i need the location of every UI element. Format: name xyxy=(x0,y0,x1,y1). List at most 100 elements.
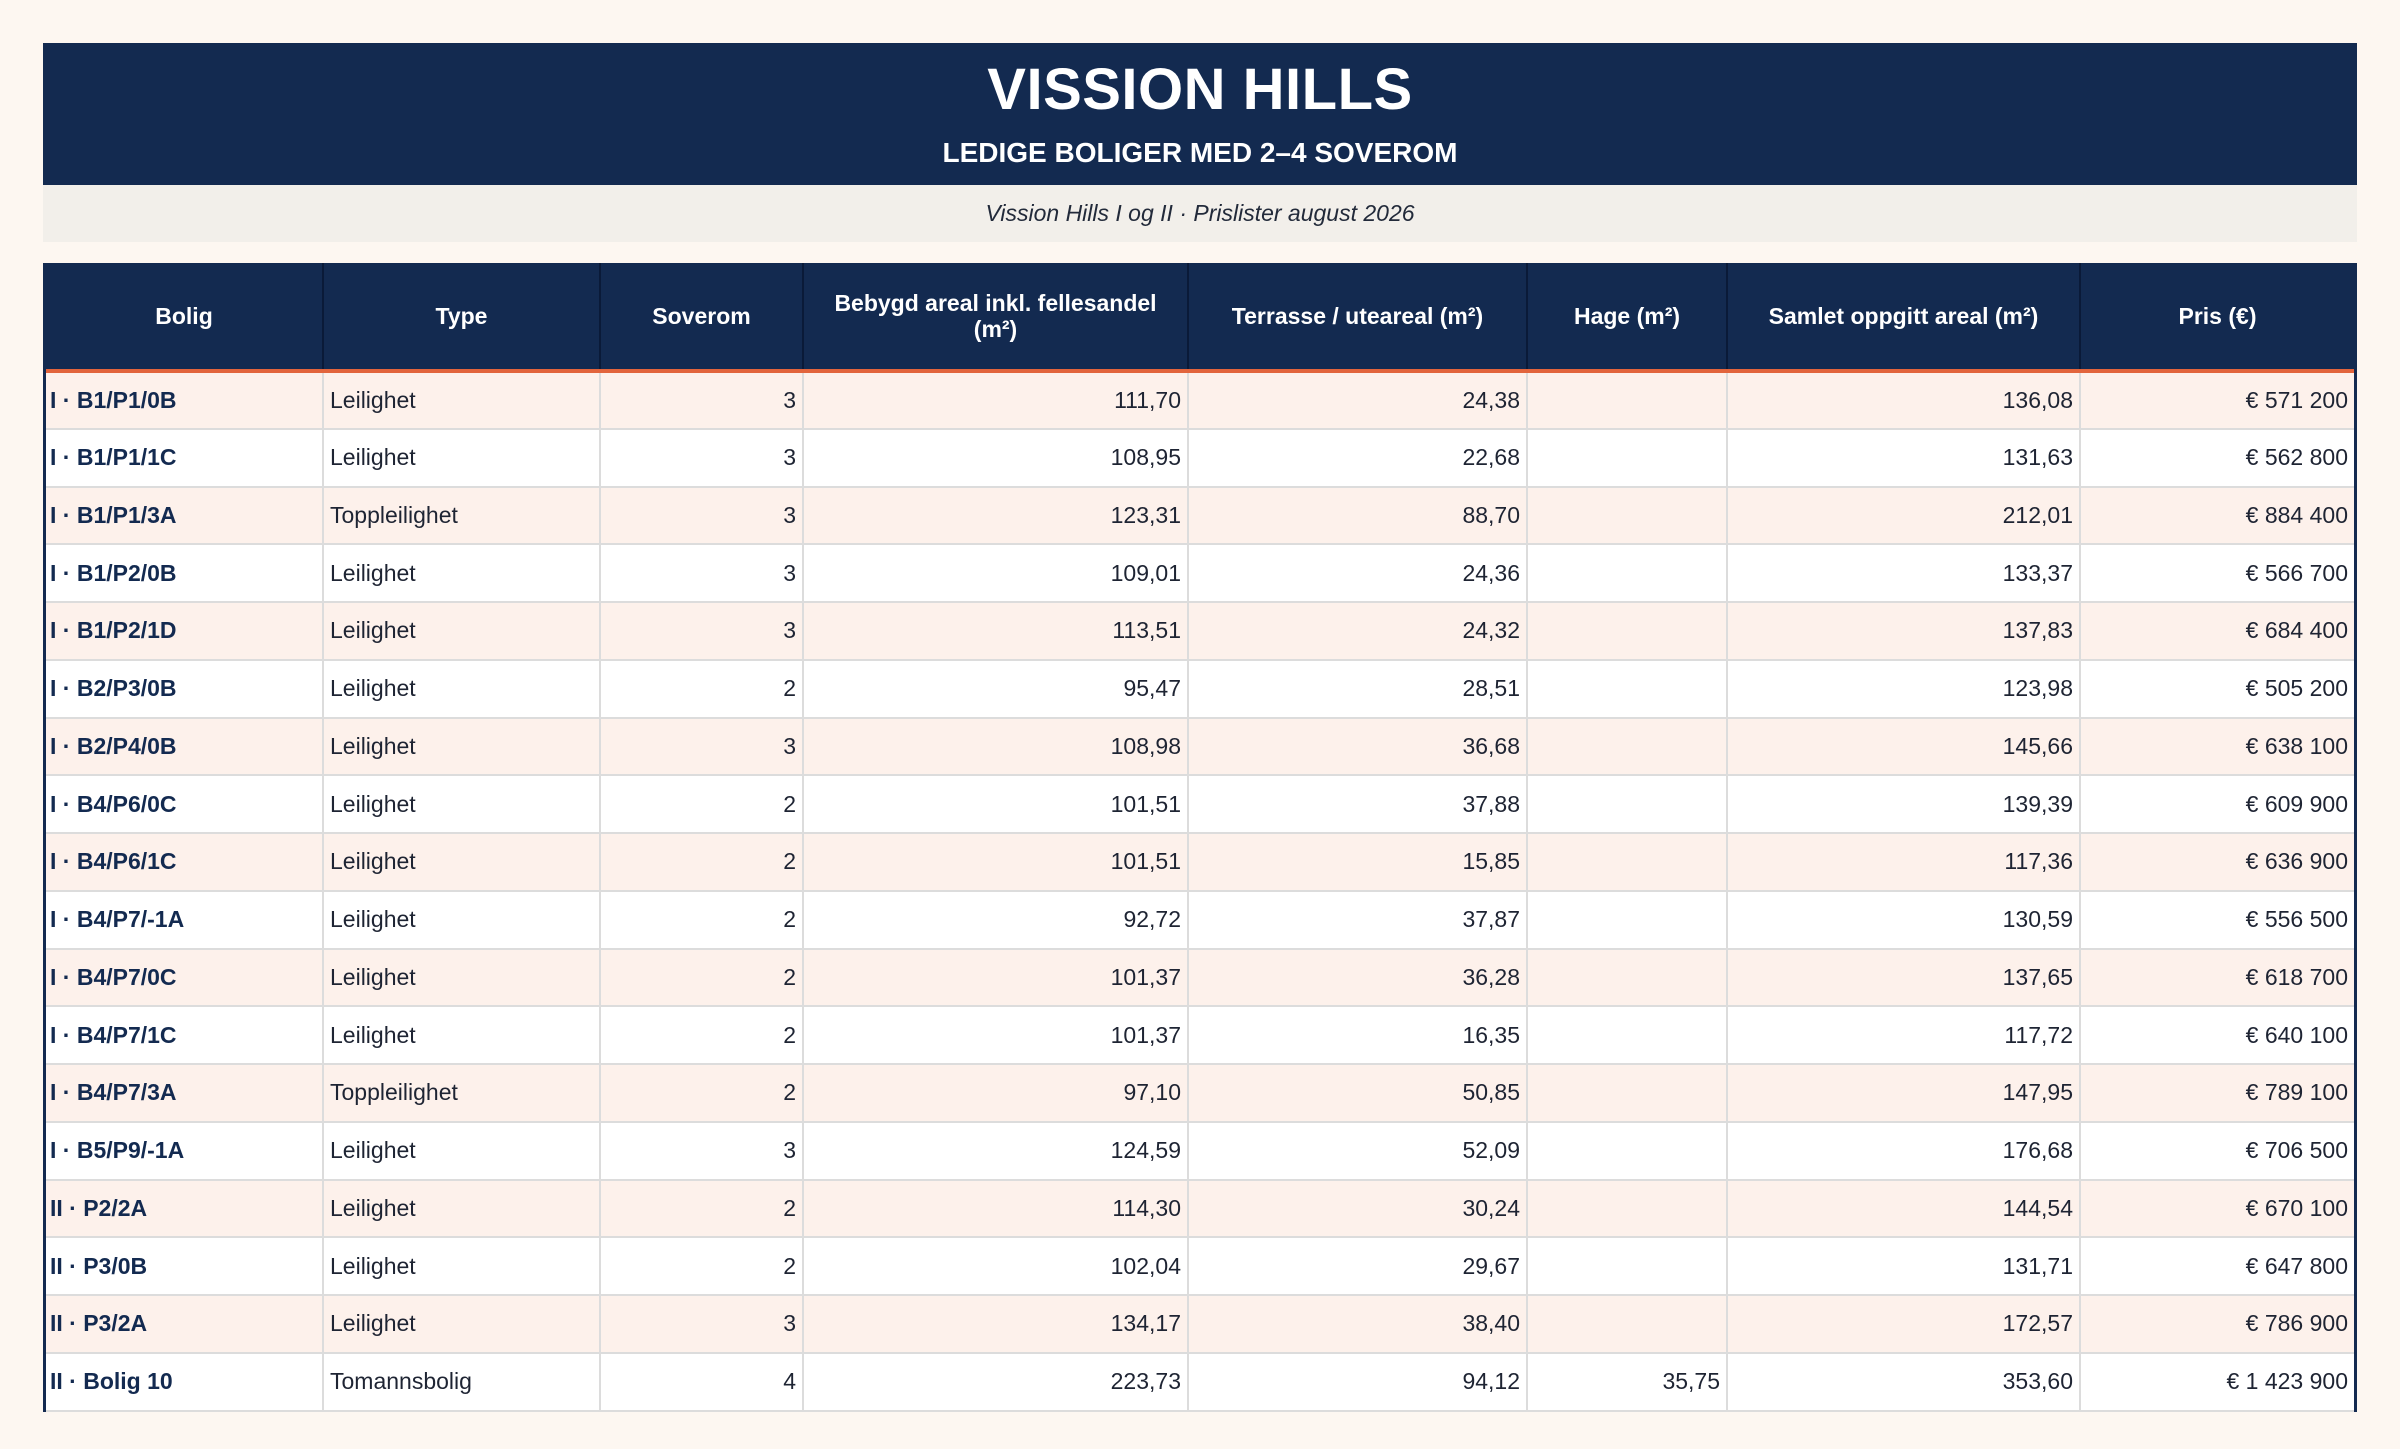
terrasse-cell: 88,70 xyxy=(1188,486,1528,546)
type-cell: Leilighet xyxy=(323,428,601,488)
terrasse-cell: 37,87 xyxy=(1188,890,1528,950)
terrasse-cell: 28,51 xyxy=(1188,659,1528,719)
terrasse-cell: 38,40 xyxy=(1188,1295,1528,1354)
terrasse-cell: 94,12 xyxy=(1188,1352,1528,1412)
table-row: I · B4/P6/1C Leilighet 2 101,51 15,85 117,36 €… xyxy=(46,833,2354,892)
bebygd-areal-cell: 102,04 xyxy=(803,1237,1189,1296)
bolig-cell: I · B1/P2/0B xyxy=(46,544,324,603)
soverom-cell: 3 xyxy=(600,1121,804,1181)
hage-cell xyxy=(1527,1295,1728,1354)
table-row: II · P3/0B Leilighet 2 102,04 29,67 131,71 € 6… xyxy=(46,1237,2354,1296)
hage-cell xyxy=(1527,1006,1728,1065)
table-row: II · Bolig 10 Tomannsbolig 4 223,73 94,12 35,… xyxy=(46,1352,2354,1412)
samlet-areal-cell: 117,36 xyxy=(1727,833,2081,892)
type-cell: Leilighet xyxy=(323,659,601,719)
samlet-areal-cell: 131,71 xyxy=(1727,1237,2081,1296)
terrasse-cell: 36,28 xyxy=(1188,948,1528,1008)
column-header-pris: Pris (€) xyxy=(2080,263,2354,373)
type-cell: Leilighet xyxy=(323,717,601,777)
terrasse-cell: 30,24 xyxy=(1188,1179,1528,1239)
column-header-soverom: Soverom xyxy=(600,263,804,373)
bolig-cell: I · B1/P1/1C xyxy=(46,428,324,488)
pris-cell: € 609 900 xyxy=(2080,775,2354,834)
pris-cell: € 638 100 xyxy=(2080,717,2354,777)
bebygd-areal-cell: 101,37 xyxy=(803,948,1189,1008)
samlet-areal-cell: 139,39 xyxy=(1727,775,2081,834)
hage-cell xyxy=(1527,371,1728,430)
hage-cell xyxy=(1527,1179,1728,1239)
samlet-areal-cell: 133,37 xyxy=(1727,544,2081,603)
bebygd-areal-cell: 101,37 xyxy=(803,1006,1189,1065)
type-cell: Leilighet xyxy=(323,544,601,603)
hage-cell xyxy=(1527,602,1728,661)
table-row: I · B1/P1/1C Leilighet 3 108,95 22,68 131,63 €… xyxy=(46,428,2354,488)
soverom-cell: 3 xyxy=(600,602,804,661)
samlet-areal-cell: 136,08 xyxy=(1727,371,2081,430)
bolig-cell: II · P2/2A xyxy=(46,1179,324,1239)
bebygd-areal-cell: 92,72 xyxy=(803,890,1189,950)
bebygd-areal-cell: 113,51 xyxy=(803,602,1189,661)
hage-cell xyxy=(1527,659,1728,719)
column-header-bebygd-areal: Bebygd areal inkl. fellesandel (m²) xyxy=(803,263,1189,373)
terrasse-cell: 15,85 xyxy=(1188,833,1528,892)
samlet-areal-cell: 147,95 xyxy=(1727,1064,2081,1123)
type-cell: Toppleilighet xyxy=(323,1064,601,1123)
bebygd-areal-cell: 223,73 xyxy=(803,1352,1189,1412)
soverom-cell: 2 xyxy=(600,948,804,1008)
soverom-cell: 3 xyxy=(600,486,804,546)
pris-cell: € 618 700 xyxy=(2080,948,2354,1008)
pris-cell: € 670 100 xyxy=(2080,1179,2354,1239)
bebygd-areal-cell: 101,51 xyxy=(803,833,1189,892)
table-row: I · B4/P7/-1A Leilighet 2 92,72 37,87 130,59 €… xyxy=(46,890,2354,950)
terrasse-cell: 24,32 xyxy=(1188,602,1528,661)
samlet-areal-cell: 123,98 xyxy=(1727,659,2081,719)
pris-cell: € 636 900 xyxy=(2080,833,2354,892)
table-row: I · B2/P4/0B Leilighet 3 108,98 36,68 145,66 €… xyxy=(46,717,2354,777)
samlet-areal-cell: 144,54 xyxy=(1727,1179,2081,1239)
pris-cell: € 684 400 xyxy=(2080,602,2354,661)
type-cell: Leilighet xyxy=(323,371,601,430)
pris-cell: € 562 800 xyxy=(2080,428,2354,488)
table-row: I · B4/P7/1C Leilighet 2 101,37 16,35 117,72 €… xyxy=(46,1006,2354,1065)
type-cell: Leilighet xyxy=(323,775,601,834)
bebygd-areal-cell: 114,30 xyxy=(803,1179,1189,1239)
soverom-cell: 2 xyxy=(600,1006,804,1065)
type-cell: Leilighet xyxy=(323,833,601,892)
terrasse-cell: 22,68 xyxy=(1188,428,1528,488)
bolig-cell: I · B4/P7/3A xyxy=(46,1064,324,1123)
column-header-hage: Hage (m²) xyxy=(1527,263,1728,373)
bebygd-areal-cell: 111,70 xyxy=(803,371,1189,430)
bolig-cell: I · B2/P3/0B xyxy=(46,659,324,719)
bolig-cell: I · B4/P7/1C xyxy=(46,1006,324,1065)
bebygd-areal-cell: 101,51 xyxy=(803,775,1189,834)
samlet-areal-cell: 137,83 xyxy=(1727,602,2081,661)
pris-cell: € 706 500 xyxy=(2080,1121,2354,1181)
page-subtitle: LEDIGE BOLIGER MED 2–4 SOVEROM xyxy=(942,137,1458,168)
table-row: I · B1/P1/0B Leilighet 3 111,70 24,38 136,08 €… xyxy=(46,371,2354,430)
soverom-cell: 4 xyxy=(600,1352,804,1412)
samlet-areal-cell: 172,57 xyxy=(1727,1295,2081,1354)
table-row: I · B4/P7/3A Toppleilighet 2 97,10 50,85 147,… xyxy=(46,1064,2354,1123)
terrasse-cell: 16,35 xyxy=(1188,1006,1528,1065)
soverom-cell: 3 xyxy=(600,1295,804,1354)
bebygd-areal-cell: 97,10 xyxy=(803,1064,1189,1123)
samlet-areal-cell: 176,68 xyxy=(1727,1121,2081,1181)
samlet-areal-cell: 131,63 xyxy=(1727,428,2081,488)
bolig-cell: II · P3/0B xyxy=(46,1237,324,1296)
bolig-cell: I · B1/P1/0B xyxy=(46,371,324,430)
table-body: I · B1/P1/0B Leilighet 3 111,70 24,38 136,08 €… xyxy=(46,371,2354,1412)
table-row: I · B4/P6/0C Leilighet 2 101,51 37,88 139,39 €… xyxy=(46,775,2354,834)
type-cell: Leilighet xyxy=(323,1006,601,1065)
column-header-samlet-areal: Samlet oppgitt areal (m²) xyxy=(1727,263,2081,373)
column-header-type: Type xyxy=(323,263,601,373)
table-header-row: Bolig Type Soverom Bebygd areal inkl. fe… xyxy=(46,263,2354,373)
hage-cell xyxy=(1527,948,1728,1008)
terrasse-cell: 36,68 xyxy=(1188,717,1528,777)
bolig-cell: I · B2/P4/0B xyxy=(46,717,324,777)
table-row: I · B2/P3/0B Leilighet 2 95,47 28,51 123,98 € … xyxy=(46,659,2354,719)
type-cell: Leilighet xyxy=(323,1179,601,1239)
terrasse-cell: 29,67 xyxy=(1188,1237,1528,1296)
soverom-cell: 3 xyxy=(600,544,804,603)
price-list-note: Vission Hills I og II · Prislister augus… xyxy=(43,185,2357,242)
soverom-cell: 2 xyxy=(600,1237,804,1296)
